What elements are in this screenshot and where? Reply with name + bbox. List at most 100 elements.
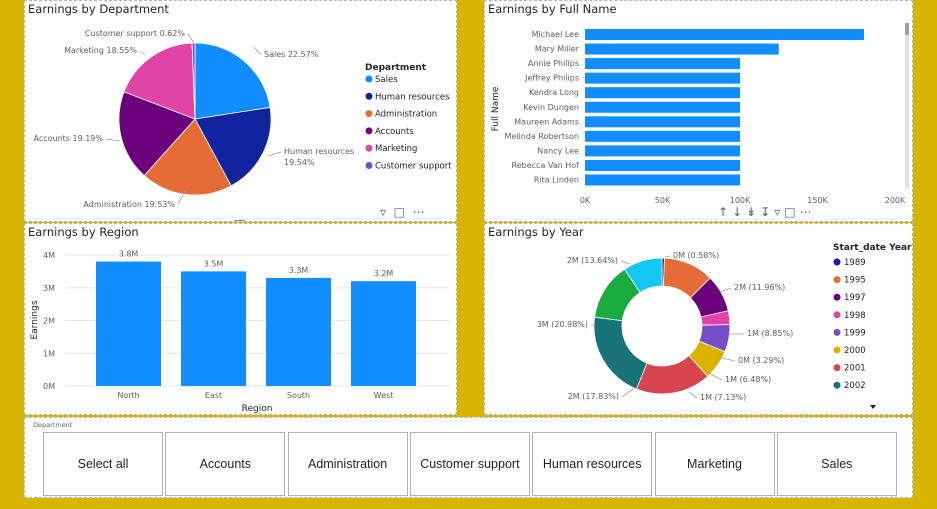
hbar-category-label: Kendra Long bbox=[529, 88, 579, 97]
expand-hierarchy-icon[interactable]: ↧ bbox=[760, 205, 775, 219]
department-slicer[interactable]: Department Select all Accounts Administrat… bbox=[24, 417, 913, 498]
hbar-x-tick: 100K bbox=[730, 196, 751, 205]
pie-legend-marker bbox=[365, 127, 373, 135]
legend-scroll-down-icon[interactable] bbox=[870, 405, 876, 409]
donut-data-label: 0M (3.29%) bbox=[738, 356, 784, 365]
pie-panel[interactable]: Earnings by Department Sales 22.57% Human… bbox=[24, 0, 457, 222]
donut-leader-line bbox=[688, 391, 698, 399]
more-options-icon[interactable]: ⋯ bbox=[799, 205, 816, 219]
donut-legend-item[interactable]: 2002 bbox=[844, 381, 866, 391]
donut-data-label: 3M (20.98%) bbox=[537, 320, 588, 329]
hbar-bar[interactable] bbox=[585, 101, 740, 113]
focus-mode-icon[interactable]: □ bbox=[393, 205, 406, 219]
slicer-option-sales[interactable]: Sales bbox=[776, 432, 897, 496]
donut-data-label: 1M (8.85%) bbox=[747, 329, 793, 338]
hbar-bar[interactable] bbox=[585, 87, 740, 99]
vbar-category-label: West bbox=[374, 391, 394, 400]
hbar-bar[interactable] bbox=[585, 72, 740, 84]
pie-title: Earnings by Department bbox=[28, 2, 169, 16]
vbar-y-tick: 3M bbox=[43, 284, 55, 293]
hbar-category-label: Nancy Lee bbox=[537, 146, 579, 155]
filter-icon[interactable]: ▿ bbox=[380, 205, 387, 219]
donut-legend-item[interactable]: 2001 bbox=[844, 364, 866, 374]
vbar-bar-north[interactable] bbox=[96, 261, 161, 386]
vbar-bar-south[interactable] bbox=[266, 277, 331, 386]
vbar-y-tick: 2M bbox=[43, 317, 55, 326]
pie-toolbar: ▿ □ ⋯ bbox=[380, 205, 425, 219]
hbar-category-label: Michael Lee bbox=[532, 30, 579, 39]
vbar-chart[interactable]: 0M 1M 2M 3M 4M 3.8M North 3.5M East 3.3M South 3.2M… bbox=[25, 224, 457, 415]
hbar-bar[interactable] bbox=[585, 159, 740, 171]
vbar-panel[interactable]: Earnings by Region 0M 1M 2M 3M 4M 3.8M North 3.… bbox=[24, 223, 457, 415]
vbar-y-tick: 0M bbox=[43, 382, 55, 391]
pie-slice-sales[interactable] bbox=[194, 42, 271, 120]
slicer-option-accounts[interactable]: Accounts bbox=[165, 432, 286, 496]
donut-data-label: 2M (11.96%) bbox=[734, 283, 785, 292]
hbar-bar[interactable] bbox=[585, 29, 864, 40]
slicer-option-administration[interactable]: Administration bbox=[287, 432, 408, 496]
slicer-option-customer-support[interactable]: Customer support bbox=[409, 432, 530, 496]
pie-legend-item[interactable]: Customer support bbox=[375, 162, 452, 172]
donut-panel[interactable]: Earnings by Year 0M (0.58%) 2M (11.96%) 1M… bbox=[484, 223, 913, 415]
donut-segment[interactable] bbox=[593, 316, 648, 390]
donut-legend-marker bbox=[833, 311, 841, 319]
donut-legend-item[interactable]: 1989 bbox=[844, 258, 866, 268]
hbar-category-label: Rita Linden bbox=[534, 176, 579, 185]
pie-slice-administration[interactable] bbox=[143, 118, 232, 196]
hbar-bar[interactable] bbox=[585, 58, 740, 70]
pie-data-label: Sales 22.57% bbox=[264, 50, 319, 59]
pie-slice-accounts[interactable] bbox=[118, 91, 196, 177]
drill-up-icon[interactable]: ↑ bbox=[718, 205, 733, 219]
pie-legend-item[interactable]: Administration bbox=[375, 110, 437, 120]
slicer-option-marketing[interactable]: Marketing bbox=[654, 432, 775, 496]
expand-down-icon[interactable]: ↡ bbox=[746, 205, 761, 219]
pie-legend-item[interactable]: Sales bbox=[375, 75, 398, 85]
pie-slice-marketing[interactable] bbox=[123, 42, 196, 120]
hbar-scrollbar[interactable] bbox=[905, 23, 909, 189]
pie-legend-item[interactable]: Marketing bbox=[375, 144, 417, 154]
hbar-x-tick: 200K bbox=[885, 196, 906, 205]
pie-chart[interactable]: Sales 22.57% Human resources 19.54% Adminis… bbox=[25, 1, 457, 222]
more-options-icon[interactable]: ⋯ bbox=[412, 205, 425, 219]
pie-slice-customer-support[interactable] bbox=[191, 42, 196, 120]
vbar-data-label: 3.3M bbox=[289, 266, 309, 275]
drill-down-icon[interactable]: ↓ bbox=[732, 205, 747, 219]
donut-legend-item[interactable]: 1997 bbox=[844, 293, 866, 303]
donut-legend-item[interactable]: 1995 bbox=[844, 276, 866, 286]
hbar-bar[interactable] bbox=[585, 130, 740, 142]
hbar-bar[interactable] bbox=[585, 174, 740, 186]
donut-leader-line bbox=[620, 260, 631, 265]
pie-legend-item[interactable]: Accounts bbox=[375, 127, 414, 137]
resize-handle[interactable] bbox=[235, 220, 245, 221]
donut-chart[interactable]: 0M (0.58%) 2M (11.96%) 1M (8.85%) 0M (3.29%… bbox=[485, 224, 913, 415]
pie-legend-item[interactable]: Human resources bbox=[375, 92, 450, 102]
donut-segment[interactable] bbox=[624, 257, 663, 294]
hbar-bar[interactable] bbox=[585, 116, 740, 128]
slicer-option-human-resources[interactable]: Human resources bbox=[532, 432, 653, 496]
donut-legend-item[interactable]: 1998 bbox=[844, 311, 866, 321]
hbar-panel[interactable]: Earnings by Full Name Michael Lee Mary Mi… bbox=[484, 0, 913, 222]
vbar-data-label: 3.8M bbox=[119, 250, 139, 259]
donut-leader-line bbox=[717, 356, 736, 362]
vbar-x-axis-title: Region bbox=[242, 404, 273, 414]
pie-leader-line bbox=[139, 50, 146, 56]
hbar-bar[interactable] bbox=[585, 43, 779, 55]
pie-slice-human-resources[interactable] bbox=[194, 106, 272, 187]
filter-icon[interactable]: ▿ bbox=[774, 205, 785, 219]
donut-data-label: 0M (0.58%) bbox=[673, 251, 719, 260]
hbar-x-tick: 0K bbox=[580, 196, 591, 205]
vbar-y-tick: 4M bbox=[43, 251, 55, 260]
hbar-category-label: Jeffrey Philips bbox=[524, 74, 579, 83]
vbar-bar-west[interactable] bbox=[351, 281, 416, 386]
pie-leader-line bbox=[253, 46, 262, 56]
slicer-option-select-all[interactable]: Select all bbox=[43, 432, 163, 496]
focus-mode-icon[interactable]: □ bbox=[784, 205, 800, 219]
vbar-bar-east[interactable] bbox=[181, 271, 246, 386]
donut-legend-item[interactable]: 2000 bbox=[844, 346, 866, 356]
hbar-chart[interactable]: Michael Lee Mary Miller Annie Philips Jeffr… bbox=[485, 1, 913, 222]
hbar-category-label: Mary Miller bbox=[535, 45, 580, 54]
hbar-scroll-thumb[interactable] bbox=[905, 23, 909, 35]
hbar-bar[interactable] bbox=[585, 145, 740, 157]
donut-leader-line bbox=[664, 255, 672, 258]
donut-legend-item[interactable]: 1999 bbox=[844, 328, 866, 338]
